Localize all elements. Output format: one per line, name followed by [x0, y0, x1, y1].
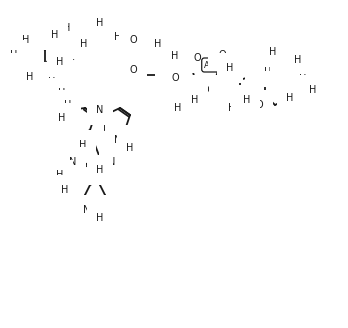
- Text: H: H: [164, 75, 172, 85]
- Text: O: O: [193, 53, 201, 63]
- Text: H: H: [22, 35, 30, 45]
- Text: H: H: [58, 88, 66, 98]
- Text: H: H: [294, 55, 302, 65]
- Text: N: N: [69, 157, 77, 167]
- Text: H: H: [171, 51, 179, 61]
- Text: H: H: [58, 113, 66, 123]
- Text: H: H: [79, 140, 87, 150]
- Text: H: H: [96, 165, 104, 175]
- Text: O: O: [255, 100, 263, 110]
- Text: Abs: Abs: [204, 60, 220, 70]
- Text: H: H: [191, 95, 199, 105]
- Text: H: H: [254, 67, 262, 77]
- Text: H: H: [243, 95, 251, 105]
- Text: H: H: [48, 72, 56, 82]
- Text: H: H: [18, 63, 26, 73]
- Text: H: H: [96, 213, 104, 223]
- Text: O: O: [218, 50, 226, 60]
- Text: H: H: [126, 143, 134, 153]
- Text: H: H: [299, 74, 307, 84]
- Text: H: H: [154, 39, 162, 49]
- Text: H: H: [240, 97, 248, 107]
- Text: H: H: [96, 18, 104, 28]
- Text: O: O: [201, 85, 209, 95]
- Text: H: H: [56, 57, 64, 67]
- Text: H: H: [51, 30, 59, 40]
- Text: H: H: [61, 185, 69, 195]
- Text: H: H: [279, 55, 287, 65]
- Text: H: H: [226, 63, 234, 73]
- Text: O: O: [171, 73, 179, 83]
- Text: H: H: [10, 50, 18, 60]
- Text: H: H: [228, 103, 236, 113]
- Text: H: H: [26, 72, 34, 82]
- Text: H: H: [64, 100, 72, 110]
- Text: H: H: [114, 32, 122, 42]
- Text: O: O: [129, 35, 137, 45]
- Text: H: H: [166, 91, 174, 101]
- Text: H: H: [218, 97, 226, 107]
- Text: H: H: [80, 39, 88, 49]
- Text: H: H: [63, 23, 71, 33]
- Text: N: N: [114, 135, 122, 145]
- Text: N: N: [96, 105, 104, 115]
- Text: O: O: [129, 65, 137, 75]
- Text: H: H: [31, 29, 39, 39]
- Text: H: H: [286, 93, 294, 103]
- Text: H: H: [264, 63, 272, 73]
- Text: H: H: [309, 85, 317, 95]
- Text: NH: NH: [82, 205, 97, 215]
- Text: H: H: [56, 170, 64, 180]
- Text: H: H: [269, 47, 277, 57]
- Text: H: H: [174, 103, 182, 113]
- Text: N: N: [108, 157, 116, 167]
